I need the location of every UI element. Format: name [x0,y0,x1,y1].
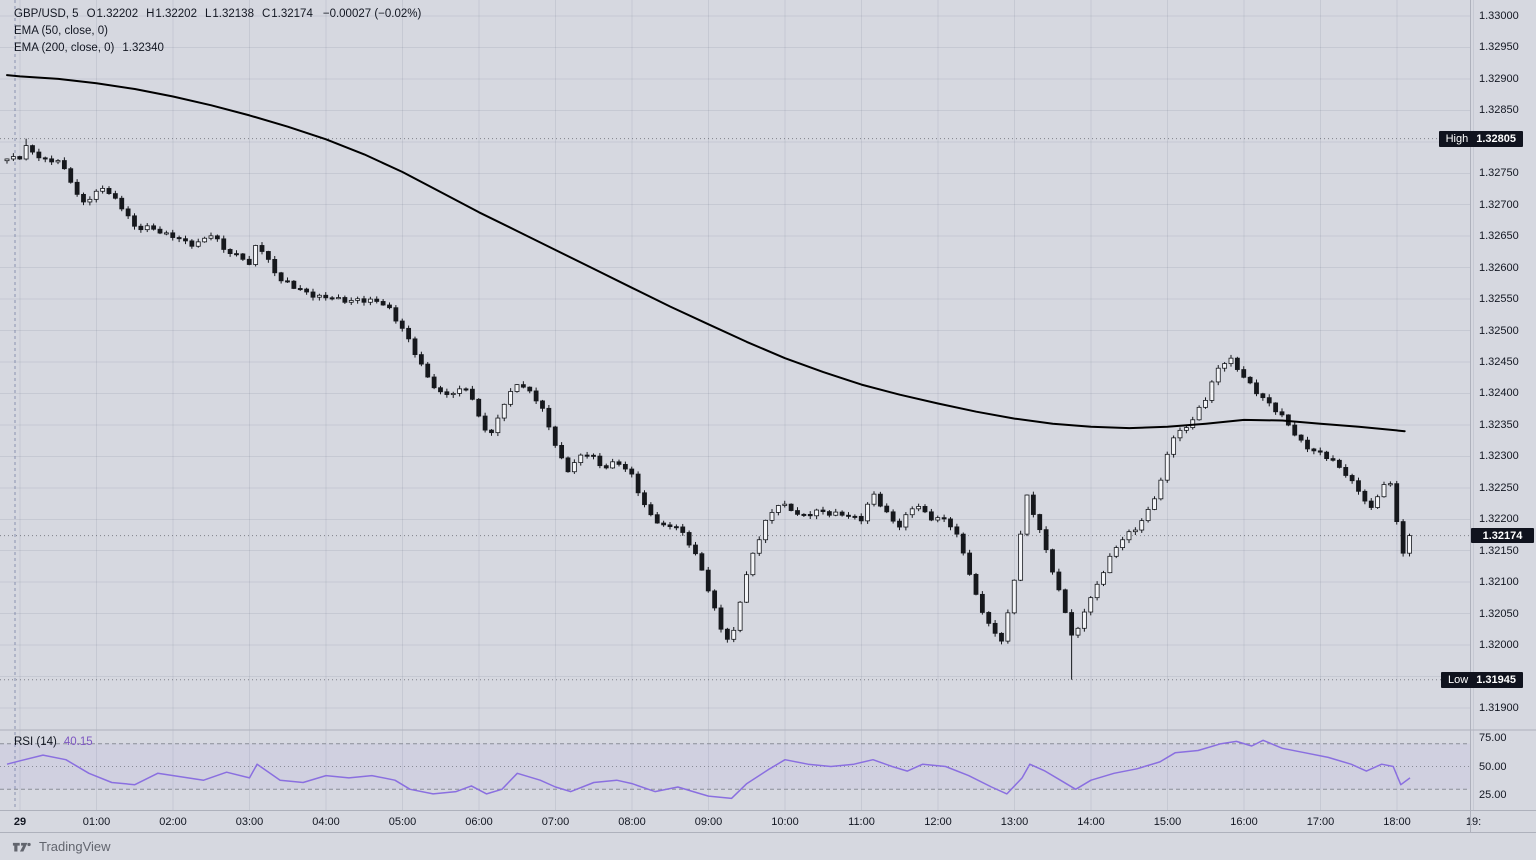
price-change: −0.00027 (−0.02%) [322,8,422,20]
time-axis-label: 04:00 [312,816,340,828]
time-axis-label: 07:00 [541,816,570,828]
low-price-badge: Low 1.31945 [1441,671,1523,688]
price-axis-border [1470,0,1471,832]
price-axis-label: 1.32700 [1479,198,1519,211]
time-axis-label: 14:00 [1077,816,1105,828]
price-axis-label: 1.32850 [1479,104,1519,117]
price-axis-label: 1.32900 [1479,72,1519,85]
rsi-axis-label: 50.00 [1479,760,1507,773]
price-axis-label: 1.32300 [1479,450,1519,463]
rsi-legend-row[interactable]: RSI (14) 40.15 [14,736,93,748]
last-price-badge: 1.32174 [1471,528,1534,544]
ohlc-open: O 1.32202 [86,8,139,20]
price-axis-label: 1.32750 [1479,167,1519,180]
rsi-legend-value: 40.15 [63,736,93,748]
price-axis[interactable]: 1.330001.329501.329001.328501.328001.327… [1470,0,1536,810]
time-axis-label: 12:00 [924,816,952,828]
rsi-axis-label: 75.00 [1479,732,1507,744]
price-axis-label: 1.32600 [1479,261,1519,274]
time-axis-label: 17:00 [1306,816,1335,828]
tradingview-logo-icon[interactable] [12,840,32,854]
high-price-badge: High 1.32805 [1438,130,1523,147]
price-axis-label: 1.32050 [1479,607,1519,620]
low-badge-label: Low [1448,673,1469,686]
price-axis-label: 1.32500 [1479,324,1519,337]
time-axis-label: 01:00 [82,816,111,828]
price-axis-label: 1.32650 [1479,230,1519,243]
time-axis-label: 19: [1465,816,1482,828]
price-axis-label: 1.32150 [1479,544,1519,557]
time-axis-label: 11:00 [848,816,875,828]
price-axis-label: 1.32200 [1479,513,1519,526]
ohlc-low: L 1.32138 [204,8,254,20]
time-axis-label: 05:00 [388,816,417,828]
rsi-axis-label: 25.00 [1479,789,1507,801]
time-axis-label: 06:00 [465,816,493,828]
price-axis-label: 1.33000 [1479,10,1519,22]
price-axis-label: 1.32250 [1479,481,1519,494]
time-axis-label: 13:00 [1000,816,1029,828]
price-axis-label: 1.32950 [1479,41,1519,54]
price-axis-label: 1.32000 [1479,639,1519,652]
time-axis-label: 03:00 [235,816,264,828]
indicator-ema50-label[interactable]: EMA (50, close, 0) [14,25,108,37]
price-axis-label: 1.32350 [1479,418,1519,431]
price-axis-label: 1.32550 [1479,293,1519,306]
time-axis-label: 16:00 [1230,816,1258,828]
tradingview-watermark-text[interactable]: TradingView [39,839,111,854]
time-axis-label: 10:00 [771,816,799,828]
rsi-legend-label[interactable]: RSI (14) [14,736,57,748]
ohlc-high: H 1.32202 [146,8,197,20]
time-axis-label: 18:00 [1383,816,1411,828]
price-axis-label: 1.32400 [1479,387,1519,400]
low-badge-value: 1.31945 [1476,673,1516,686]
time-axis-label: 08:00 [618,816,646,828]
indicator-ema200-value: 1.32340 [122,42,164,54]
price-axis-label: 1.32100 [1479,576,1519,589]
indicator-ema50-row[interactable]: EMA (50, close, 0) [14,24,421,38]
ohlc-close: C 1.32174 [261,8,313,20]
time-axis-label: 09:00 [694,816,723,828]
time-axis[interactable]: 29 01:00 02:00 03:00 04:00 05:00 06:00 07:00 08:… [0,810,1536,832]
bottom-toolbar: TradingView [0,832,1536,860]
price-axis-label: 1.32450 [1479,356,1519,368]
time-axis-label: 29 [13,816,27,828]
high-badge-value: 1.32805 [1476,132,1516,145]
indicator-ema200-label[interactable]: EMA (200, close, 0) [14,42,115,54]
indicator-ema200-row[interactable]: EMA (200, close, 0) 1.32340 [14,41,421,55]
high-badge-label: High [1445,132,1469,145]
price-axis-label: 1.31900 [1479,702,1519,714]
chart-plot-area[interactable] [0,0,1536,810]
time-axis-label: 15:00 [1153,816,1182,828]
symbol-title[interactable]: GBP/USD, 5 [14,8,79,20]
time-axis-label: 02:00 [159,816,187,828]
